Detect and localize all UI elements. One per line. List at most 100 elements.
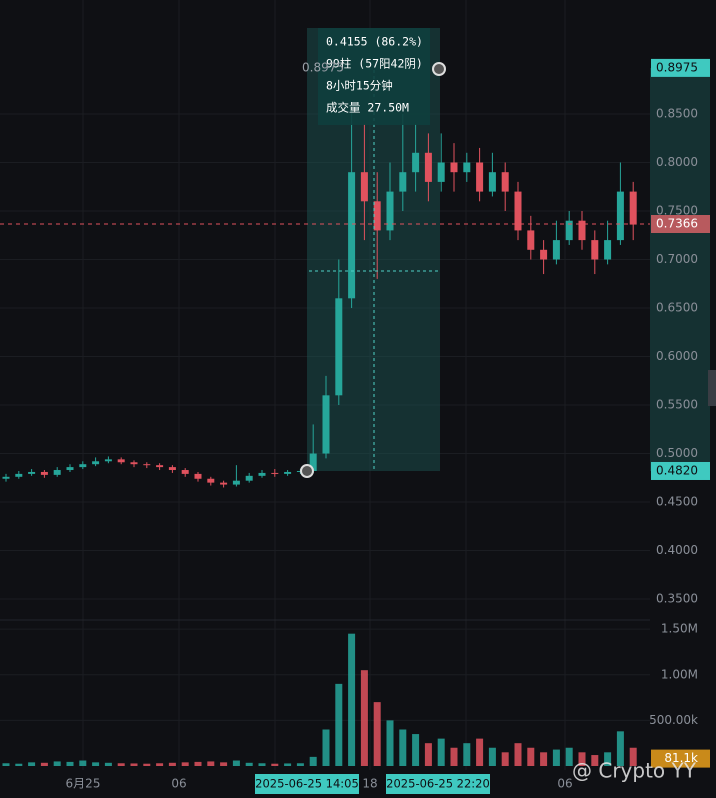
volume-bar — [604, 752, 612, 766]
candle-body — [373, 201, 381, 231]
volume-bar — [437, 738, 445, 766]
volume-bar — [540, 752, 548, 766]
volume-bar — [79, 760, 87, 766]
candle-body — [552, 240, 560, 260]
range-handle[interactable] — [432, 62, 446, 76]
tooltip-line: 0.4155 (86.2%) — [326, 35, 423, 49]
candle-body — [527, 230, 535, 250]
y-tick-label: 0.8500 — [656, 106, 698, 120]
volume-bar — [258, 763, 266, 766]
candle-body — [15, 473, 23, 477]
candle-body — [284, 471, 292, 474]
volume-bar — [591, 755, 599, 766]
volume-bar — [130, 763, 138, 766]
range-time-label: 2025-06-25 22:20 — [386, 777, 490, 791]
candle-body — [578, 220, 586, 241]
candle-body — [207, 478, 215, 483]
volume-bar — [501, 752, 509, 766]
volume-bar — [207, 761, 215, 766]
candle-body — [271, 472, 279, 474]
volume-bar — [360, 670, 368, 766]
volume-bar — [552, 749, 560, 766]
volume-bar — [514, 743, 522, 766]
volume-bar — [527, 747, 535, 766]
axis-range-highlight — [650, 68, 710, 471]
candle-body — [514, 191, 522, 231]
current-price-badge — [651, 214, 710, 233]
candle-body — [92, 461, 100, 465]
candle-body — [335, 298, 343, 396]
side-tab[interactable] — [708, 370, 716, 406]
last-volume-badge — [651, 749, 710, 768]
volume-bar — [104, 762, 112, 766]
candle-body — [309, 453, 317, 471]
range-high-badge — [651, 58, 710, 77]
candle-body — [181, 470, 189, 474]
candle-body — [360, 172, 368, 202]
volume-bar — [373, 702, 381, 766]
last-volume-label: 81.1k — [664, 751, 698, 765]
volume-bar — [463, 743, 471, 766]
volume-bar — [2, 763, 10, 766]
volume-bar — [578, 752, 586, 766]
x-tick-label: 06 — [557, 777, 572, 791]
volume-bar — [386, 720, 394, 766]
candle-body — [476, 162, 484, 192]
y-tick-label: 0.6500 — [656, 301, 698, 315]
candle-body — [220, 482, 228, 485]
volume-bar — [488, 747, 496, 766]
candle-body — [322, 395, 330, 454]
volume-bar — [28, 762, 36, 766]
volume-bar — [284, 763, 292, 766]
candle-body — [540, 249, 548, 260]
volume-bar — [335, 683, 343, 766]
tooltip-box — [318, 28, 430, 125]
candle-body — [40, 471, 48, 475]
candle-body — [143, 464, 151, 466]
volume-tick-label: 500.00k — [649, 713, 698, 727]
candle-body — [245, 475, 253, 481]
volume-bar — [245, 762, 253, 766]
volume-bar — [424, 743, 432, 766]
tooltip-line: 99柱 (57阳42阴) — [326, 57, 423, 71]
volume-bar — [629, 747, 637, 766]
volume-bar — [450, 747, 458, 766]
candle-body — [79, 464, 87, 468]
range-time-badge — [255, 774, 359, 794]
candle-body — [258, 472, 266, 476]
candle-body — [437, 162, 445, 182]
candle-body — [348, 172, 356, 299]
volume-bar — [476, 738, 484, 766]
x-tick-label: 6月25 — [66, 777, 101, 791]
candle-body — [104, 459, 112, 462]
y-tick-label: 0.7500 — [656, 203, 698, 217]
range-low-label: 0.4820 — [656, 463, 698, 477]
volume-bar — [40, 762, 48, 766]
y-tick-label: 0.4500 — [656, 495, 698, 509]
y-tick-label: 0.4000 — [656, 543, 698, 557]
candle-body — [463, 162, 471, 173]
x-tick-label: 06 — [171, 777, 186, 791]
volume-bar — [399, 729, 407, 766]
volume-bar — [53, 761, 61, 766]
volume-bar — [168, 762, 176, 766]
tooltip-line: 成交量 27.50M — [326, 101, 409, 115]
volume-bar — [296, 763, 304, 766]
x-tick-label: 18 — [362, 777, 377, 791]
candle-body — [232, 480, 240, 485]
volume-bar — [232, 760, 240, 766]
y-tick-label: 0.6000 — [656, 349, 698, 363]
candle-body — [629, 191, 637, 225]
candle-body — [604, 240, 612, 260]
volume-bar — [271, 763, 279, 766]
y-tick-label: 0.8000 — [656, 155, 698, 169]
candle-body — [488, 172, 496, 192]
range-handle[interactable] — [300, 464, 314, 478]
volume-bar — [412, 734, 420, 766]
volume-bar — [220, 762, 228, 766]
candle-body — [194, 473, 202, 479]
range-time-badge — [386, 774, 490, 794]
tooltip-line: 8小时15分钟 — [326, 79, 393, 93]
